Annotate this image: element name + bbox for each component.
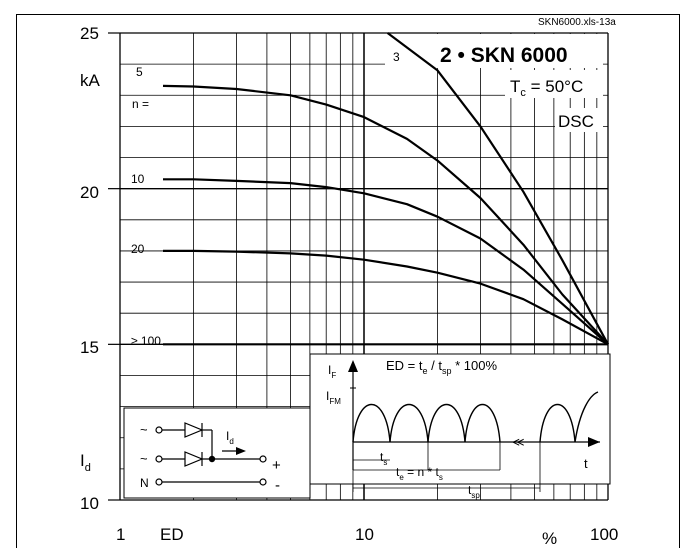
series-label-10: 10 bbox=[131, 172, 145, 186]
series-label-3: 3 bbox=[393, 50, 400, 64]
series-label-100: ≥ 100 bbox=[131, 334, 161, 348]
pulse-3 bbox=[427, 403, 466, 443]
series-line-2 bbox=[162, 84, 609, 346]
pulse-1 bbox=[352, 403, 391, 443]
chart-frame bbox=[16, 14, 680, 548]
series-label-5: 5 bbox=[136, 65, 143, 79]
inset-break-mark: ≪ bbox=[512, 435, 525, 449]
pulse-2 bbox=[389, 403, 429, 443]
inset-peak-label: IFM bbox=[326, 389, 341, 406]
x-tick-100: 100 bbox=[590, 525, 618, 544]
circuit-ac-2: ~ bbox=[140, 451, 148, 466]
circuit-node bbox=[208, 455, 216, 463]
inset-t-axis: t bbox=[584, 456, 588, 471]
inset-te-label: te = n * ts bbox=[396, 465, 443, 482]
config-backdrop bbox=[555, 108, 603, 132]
series-line-3 bbox=[163, 178, 609, 346]
series-prefix-label: n = bbox=[132, 97, 149, 111]
circuit-neutral: N bbox=[140, 476, 149, 490]
condition-backdrop bbox=[505, 70, 603, 98]
series-label-20: 20 bbox=[131, 242, 145, 256]
y-tick-10: 10 bbox=[80, 494, 99, 513]
pulse-5 bbox=[539, 403, 576, 443]
config-label: DSC bbox=[558, 112, 594, 131]
y-tick-20: 20 bbox=[80, 183, 99, 202]
current-arrow bbox=[236, 447, 246, 455]
y-tick-25: 25 bbox=[80, 24, 99, 43]
series-curves bbox=[162, 32, 609, 346]
series-line-4 bbox=[163, 249, 609, 346]
circuit-minus: - bbox=[275, 477, 280, 494]
circuit-id-label: Id bbox=[226, 429, 234, 446]
pulse-4 bbox=[464, 403, 501, 443]
x-unit: % bbox=[542, 529, 557, 548]
inset-tsp-label: tsp bbox=[468, 483, 480, 500]
circuit-ac-1: ~ bbox=[140, 422, 148, 437]
x-tick-10: 10 bbox=[355, 525, 374, 544]
waveform-diagram bbox=[348, 360, 600, 492]
pulse-6-partial bbox=[574, 391, 599, 443]
title-backdrop bbox=[385, 34, 603, 68]
inset-y-label: IF bbox=[328, 363, 336, 380]
circuit-plus: + bbox=[272, 457, 281, 474]
y-tick-15: 15 bbox=[80, 338, 99, 357]
series-line-1 bbox=[386, 32, 609, 345]
x-tick-1: 1 bbox=[116, 525, 125, 544]
y-unit: kA bbox=[80, 71, 101, 90]
case-temperature-label: Tc = 50°C bbox=[510, 77, 583, 99]
file-label: SKN6000.xls-13a bbox=[538, 17, 616, 28]
inset-formula: ED = te / tsp * 100% bbox=[386, 358, 497, 376]
x-label-ed: ED bbox=[160, 525, 184, 544]
inset-ts-label: ts bbox=[380, 450, 387, 467]
y-symbol: Id bbox=[80, 451, 91, 474]
circuit-inset bbox=[123, 407, 311, 499]
chart-title: 2 • SKN 6000 bbox=[440, 44, 568, 67]
